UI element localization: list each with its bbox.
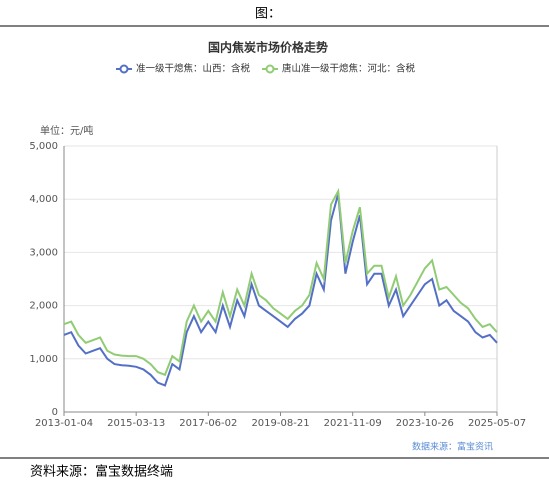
source: 数据来源：富宝资讯 — [412, 441, 493, 453]
legend-label: 唐山准一级干熄焦：河北：含税 — [282, 63, 416, 75]
legend-label: 准一级干熄焦：山西：含税 — [136, 63, 251, 75]
series-line — [63, 193, 498, 387]
footer: 资料来源：富宝数据终端 — [30, 464, 173, 480]
header: 图： — [255, 7, 281, 22]
y-tick-label: 2,000 — [29, 301, 58, 312]
y-tick-label: 3,000 — [29, 247, 58, 258]
y-tick-label: 4,000 — [29, 194, 58, 205]
chart-title: 国内焦炭市场价格走势 — [208, 40, 328, 55]
x-tick-label: 2019-08-21 — [251, 418, 309, 429]
x-tick-label: 2025-05-07 — [468, 418, 526, 429]
x-tick-label: 2021-11-09 — [324, 418, 382, 429]
y-axis-label: 单位：元/吨 — [40, 124, 93, 137]
x-tick-label: 2015-03-13 — [107, 418, 165, 429]
series-line — [63, 187, 498, 377]
legend-marker — [265, 64, 275, 74]
x-tick-label: 2023-10-26 — [396, 418, 454, 429]
y-tick-label: 5,000 — [29, 141, 58, 152]
x-tick-label: 2013-01-04 — [35, 418, 93, 429]
y-tick-label: 1,000 — [29, 354, 58, 365]
legend-marker — [119, 64, 129, 74]
y-tick-label: 0 — [52, 407, 58, 418]
x-tick-label: 2017-06-02 — [179, 418, 237, 429]
